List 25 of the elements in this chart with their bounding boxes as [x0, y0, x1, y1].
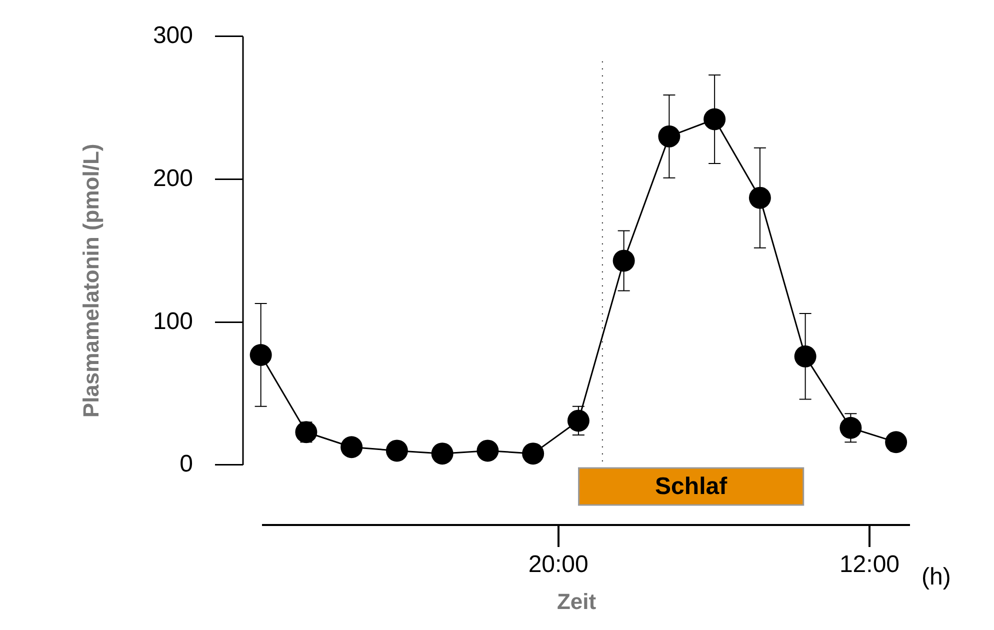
point	[885, 431, 908, 454]
point	[612, 250, 635, 272]
point	[250, 344, 272, 366]
y-tick-label: 300	[152, 22, 193, 50]
point	[340, 436, 363, 458]
x-tick-label: 12:00	[839, 551, 900, 578]
point	[567, 410, 590, 432]
point	[704, 108, 726, 130]
point	[386, 440, 408, 462]
y-axis-title: Plasmamelatonin (pmol/L)	[78, 144, 104, 418]
point	[794, 345, 816, 368]
y-tick-label: 100	[152, 308, 193, 335]
text: (h)	[921, 564, 951, 591]
band-label: Schlaf	[655, 473, 728, 500]
x-axis-title: Zeit	[556, 588, 597, 614]
point	[840, 416, 862, 439]
point	[431, 442, 454, 465]
point	[295, 421, 318, 444]
y-tick-label: 0	[180, 450, 193, 478]
point	[748, 186, 771, 209]
point	[476, 440, 499, 462]
point	[522, 442, 544, 465]
x-tick-label: 20:00	[528, 551, 588, 578]
point	[658, 125, 680, 148]
y-tick-label: 200	[152, 164, 193, 192]
